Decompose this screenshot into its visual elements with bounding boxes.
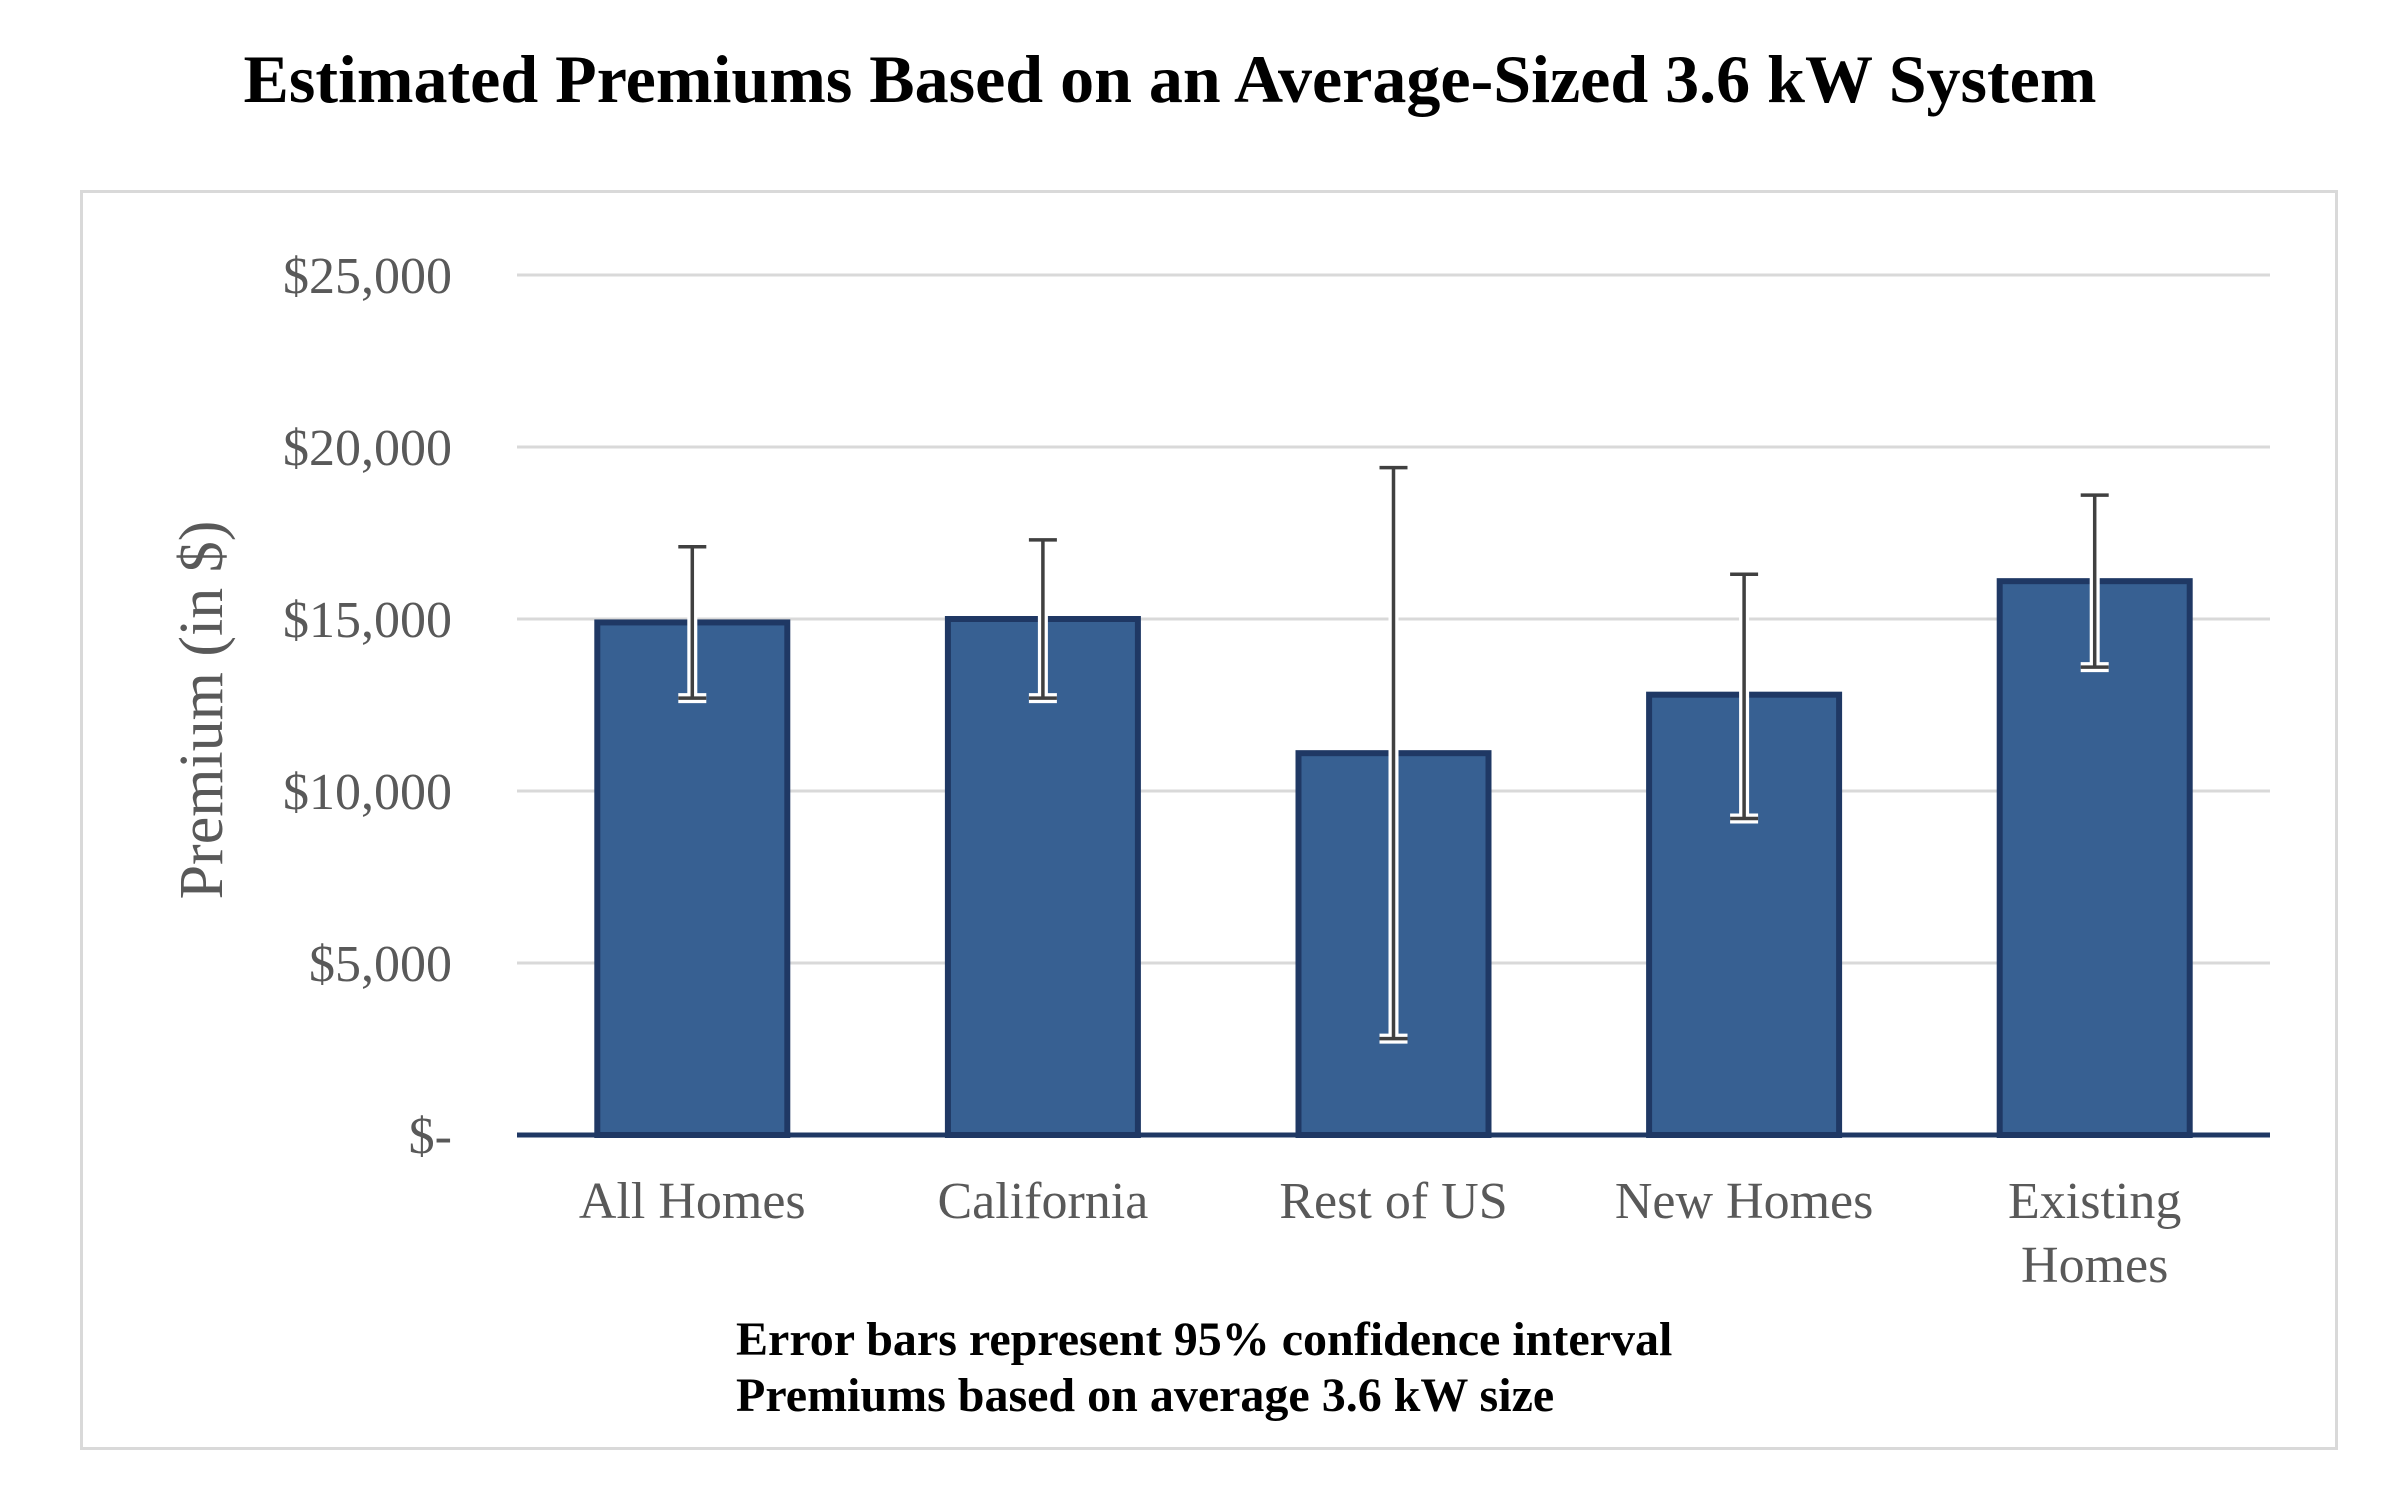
bars <box>594 578 2193 1138</box>
y-tick-label: $10,000 <box>283 764 452 821</box>
note-error-bars: Error bars represent 95% confidence inte… <box>736 1313 1673 1366</box>
error-bar <box>678 541 707 704</box>
y-tick-labels: $- $5,000 $10,000 $15,000 $20,000 $25,000 <box>283 248 452 1165</box>
x-tick-label: All Homes <box>579 1173 806 1230</box>
chart-notes: Error bars represent 95% confidence inte… <box>736 1312 1672 1424</box>
y-tick-label: $- <box>409 1108 452 1165</box>
x-tick-label: Rest of US <box>1279 1173 1507 1230</box>
x-tick-label: Existing <box>2008 1173 2181 1230</box>
error-bar <box>1730 569 1759 824</box>
error-bar <box>1028 534 1057 704</box>
y-axis-label: Premium (in $) <box>168 521 236 900</box>
y-tick-label: $20,000 <box>283 420 452 477</box>
x-tick-label: New Homes <box>1615 1173 1874 1230</box>
error-bars <box>678 462 2109 1044</box>
y-tick-label: $5,000 <box>309 936 452 993</box>
x-tick-labels: All Homes California Rest of US New Homes Ex… <box>579 1173 2181 1294</box>
y-tick-label: $15,000 <box>283 592 452 649</box>
chart-title: Estimated Premiums Based on an Average-S… <box>243 41 2097 117</box>
note-premium-basis: Premiums based on average 3.6 kW size <box>736 1369 1555 1422</box>
error-bar <box>2080 490 2109 673</box>
x-tick-label: Homes <box>2021 1237 2168 1294</box>
chart-frame <box>80 190 2338 1450</box>
x-tick-label: California <box>937 1173 1148 1230</box>
y-tick-label: $25,000 <box>283 248 452 305</box>
error-bar <box>1379 462 1408 1044</box>
